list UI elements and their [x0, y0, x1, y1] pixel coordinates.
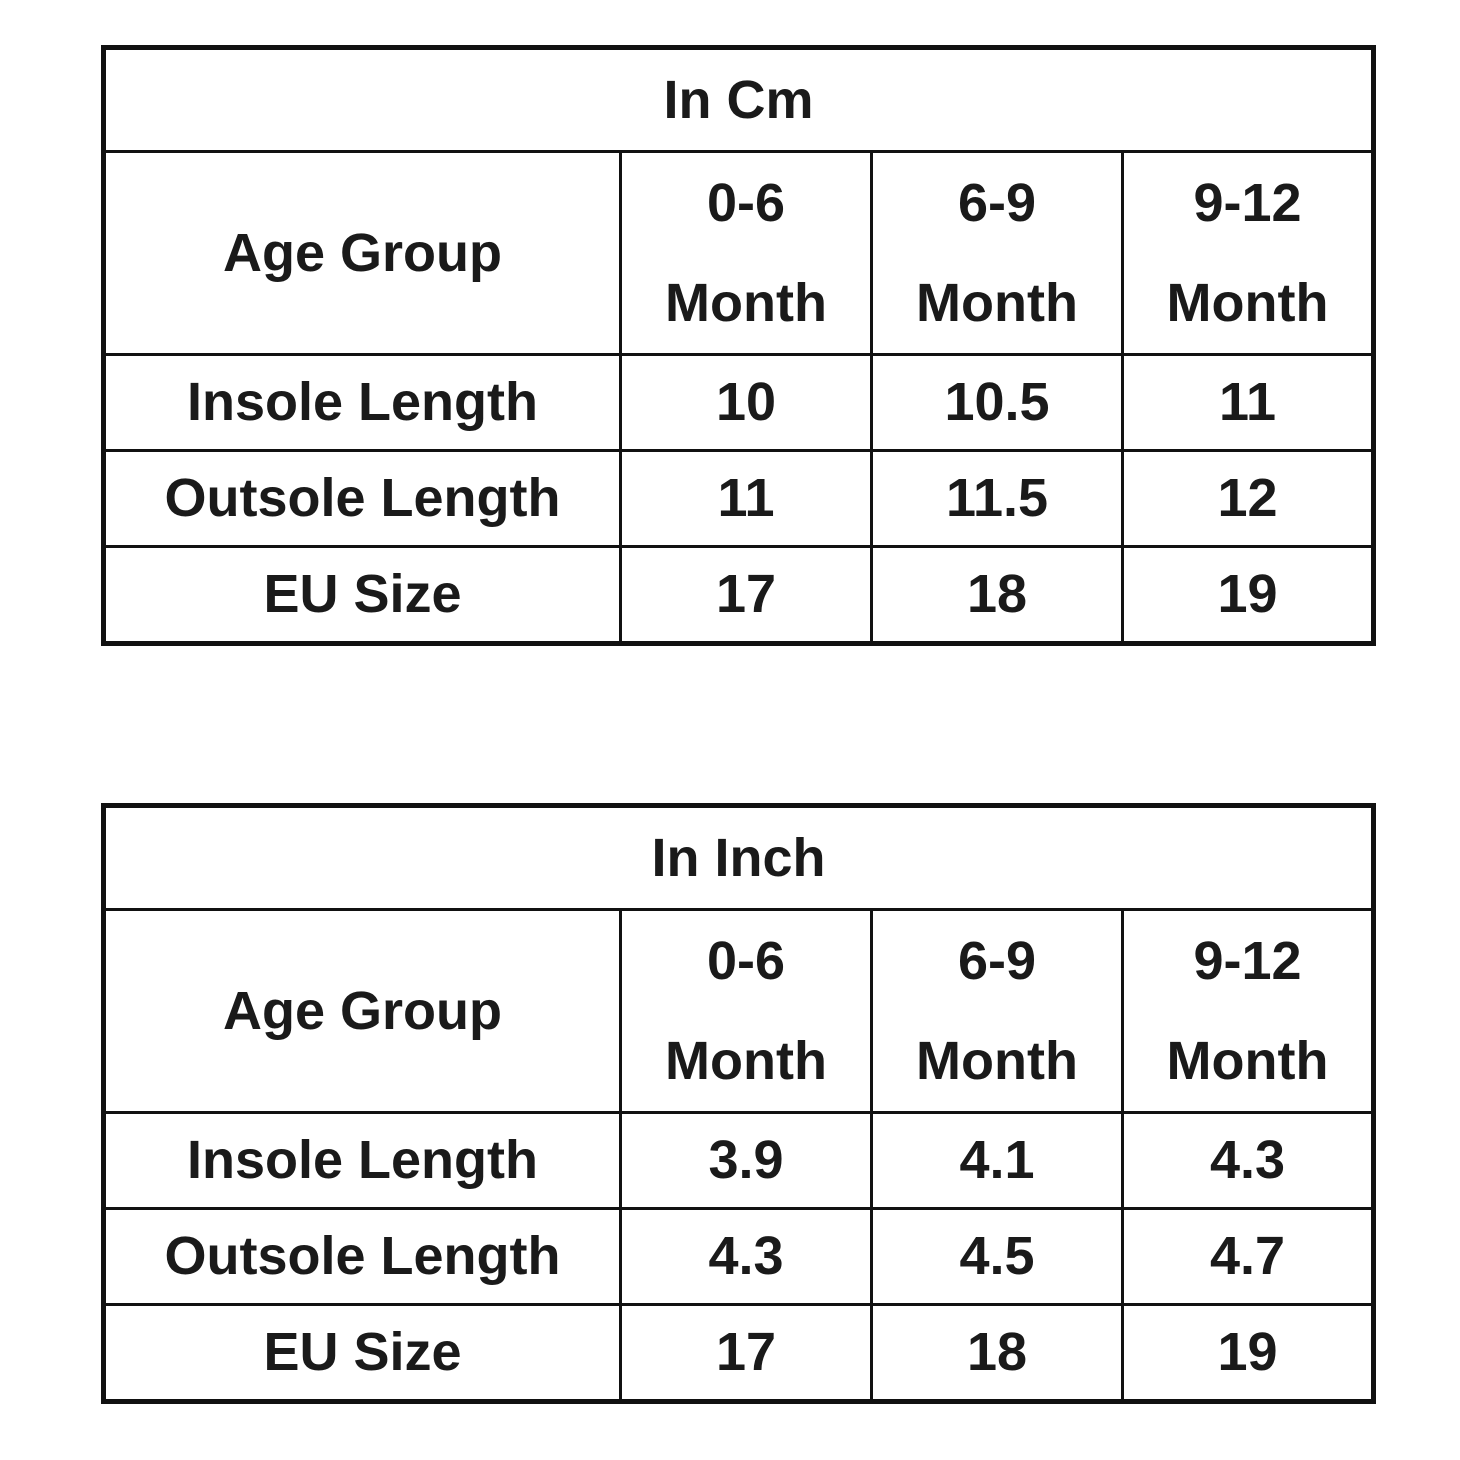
cell: 10.5	[870, 353, 1124, 452]
title-row: In Cm	[101, 46, 1376, 153]
header-cell: 9-12 Month	[1120, 150, 1376, 356]
header-text: Age Group	[223, 223, 502, 283]
header-text: 6-9 Month	[916, 931, 1078, 1091]
header-cell: 6-9 Month	[870, 908, 1124, 1114]
cell: 19	[1121, 1303, 1375, 1403]
cell: 11.5	[870, 449, 1124, 548]
cell: 18	[870, 1303, 1124, 1403]
cell: 11	[619, 449, 873, 548]
row-label: Insole Length	[102, 1111, 622, 1210]
header-cell: Age Group	[102, 908, 622, 1114]
header-text: 6-9 Month	[916, 173, 1078, 333]
header-cell: 9-12 Month	[1121, 908, 1375, 1114]
header-cell: 0-6 Month	[619, 150, 873, 356]
cell: 17	[619, 1303, 873, 1403]
header-cell: Age Group	[102, 150, 622, 356]
header-text: 9-12 Month	[1166, 173, 1329, 333]
cell: 10	[619, 353, 873, 452]
row-label: EU Size	[102, 545, 622, 645]
row-label: Outsole Length	[102, 1207, 622, 1306]
cell: 19	[1120, 545, 1376, 645]
data-row: EU Size 17 18 19	[102, 545, 1376, 645]
data-row: Insole Length 10 10.5 11	[102, 353, 1376, 452]
size-table: In Inch Age Group 0-6 Month 6-9 Month 9-12 M…	[101, 803, 1376, 1404]
row-label: Insole Length	[102, 353, 622, 452]
cell: 18	[870, 545, 1124, 645]
data-row: Outsole Length 4.3 4.5 4.7	[102, 1207, 1375, 1306]
cell: 12	[1120, 449, 1376, 548]
data-row: Outsole Length 11 11.5 12	[102, 449, 1376, 548]
data-row: Insole Length 3.9 4.1 4.3	[102, 1111, 1375, 1210]
data-row: EU Size 17 18 19	[102, 1303, 1375, 1403]
header-text: 9-12 Month	[1166, 931, 1329, 1091]
header-cell: 6-9 Month	[870, 150, 1124, 356]
table-title: In Cm	[101, 46, 1376, 153]
cell: 4.7	[1121, 1207, 1375, 1306]
row-label: Outsole Length	[102, 449, 622, 548]
cell: 4.5	[870, 1207, 1124, 1306]
header-text: 0-6 Month	[665, 931, 827, 1091]
header-row: Age Group 0-6 Month 6-9 Month 9-12 Month	[102, 908, 1375, 1114]
title-row: In Inch	[102, 804, 1375, 911]
header-cell: 0-6 Month	[619, 908, 873, 1114]
cell: 17	[619, 545, 873, 645]
cell: 4.3	[619, 1207, 873, 1306]
header-text: Age Group	[223, 981, 502, 1041]
header-text: 0-6 Month	[665, 173, 827, 333]
size-table: In Cm Age Group 0-6 Month 6-9 Month 9-12 Mon…	[101, 45, 1377, 646]
cell: 4.1	[870, 1111, 1124, 1210]
header-row: Age Group 0-6 Month 6-9 Month 9-12 Month	[102, 150, 1376, 356]
table-title: In Inch	[102, 804, 1375, 911]
cell: 4.3	[1121, 1111, 1375, 1210]
cell: 3.9	[619, 1111, 873, 1210]
row-label: EU Size	[102, 1303, 622, 1403]
cell: 11	[1120, 353, 1376, 452]
